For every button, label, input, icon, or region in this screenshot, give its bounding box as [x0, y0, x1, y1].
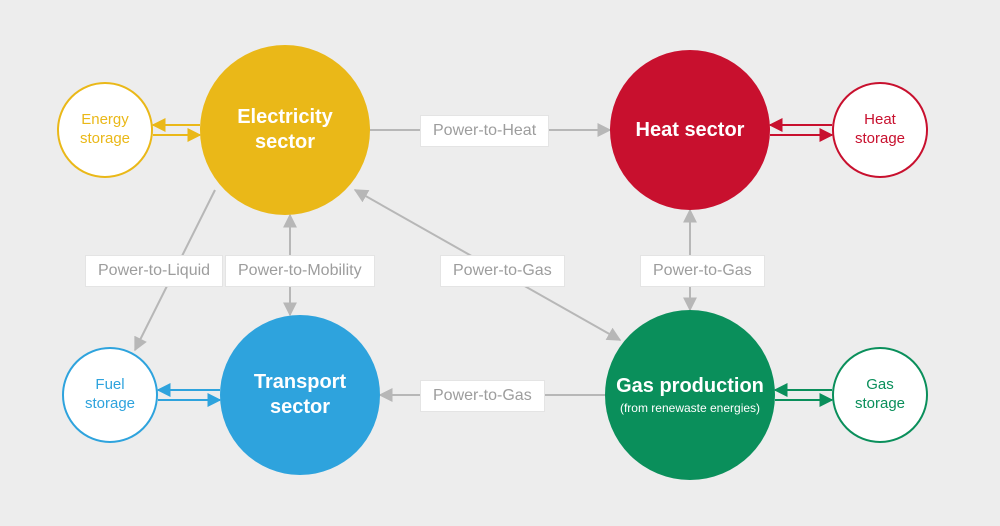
node-gas: Gas production (from renewaste energies)	[605, 310, 775, 480]
node-label: Fuel storage	[64, 376, 156, 414]
node-energy_storage: Energy storage	[57, 82, 153, 178]
edge-label-elec-gas: Power-to-Gas	[440, 255, 565, 287]
node-label: Gas production	[608, 374, 772, 399]
edge-label-gas-transport: Power-to-Gas	[420, 380, 545, 412]
sector-coupling-diagram: Electricity sector Heat sector Transport s…	[0, 0, 1000, 526]
node-label: Heat storage	[834, 111, 926, 149]
node-heat: Heat sector	[610, 50, 770, 210]
edge-label-elec-transport2: Power-to-Mobility	[225, 255, 375, 287]
node-label: Electricity sector	[200, 105, 370, 155]
node-label: Heat sector	[628, 118, 753, 143]
node-electricity: Electricity sector	[200, 45, 370, 215]
node-label: Gas storage	[834, 376, 926, 414]
node-sublabel: (from renewaste energies)	[620, 401, 760, 416]
node-heat_storage: Heat storage	[832, 82, 928, 178]
node-gas_storage: Gas storage	[832, 347, 928, 443]
node-transport: Transport sector	[220, 315, 380, 475]
edge-label-heat-gas: Power-to-Gas	[640, 255, 765, 287]
node-fuel_storage: Fuel storage	[62, 347, 158, 443]
edge-label-elec-transport1: Power-to-Liquid	[85, 255, 223, 287]
node-label: Energy storage	[59, 111, 151, 149]
edge-label-elec-heat: Power-to-Heat	[420, 115, 549, 147]
node-label: Transport sector	[220, 370, 380, 420]
